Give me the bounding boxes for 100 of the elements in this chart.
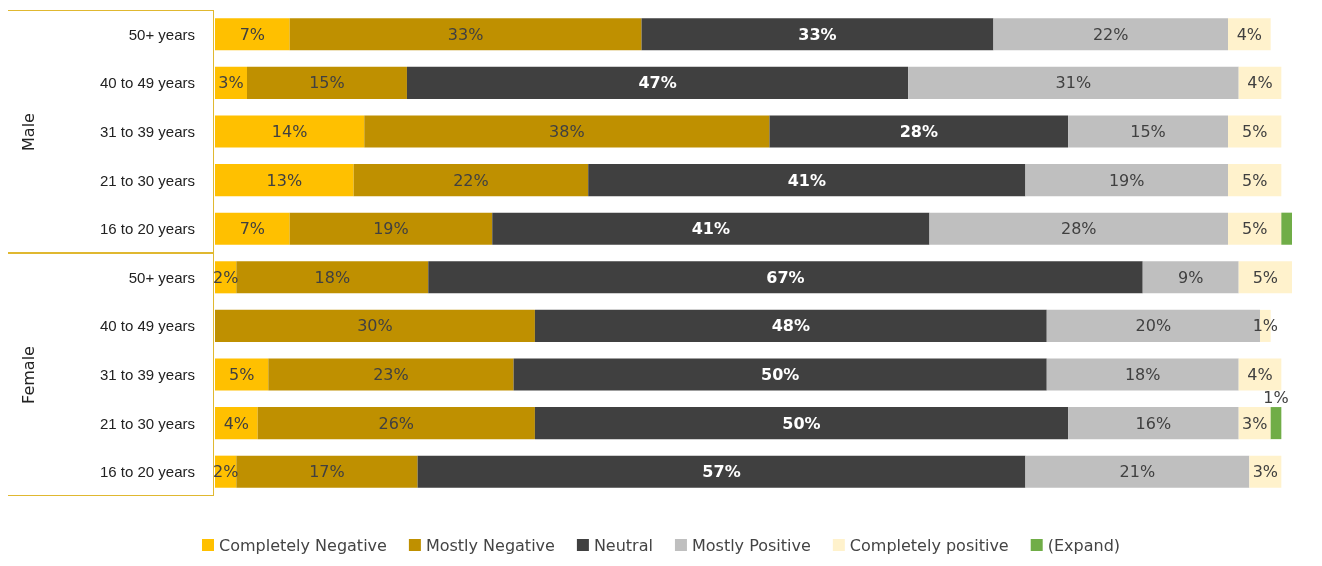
y-tick-label: 50+ years	[128, 268, 195, 286]
bar	[353, 164, 589, 197]
data-label: 16%	[1135, 413, 1172, 433]
text: Female	[18, 345, 38, 404]
data-label: 22%	[453, 170, 489, 190]
bar	[1228, 164, 1282, 197]
data-label: 5%	[1241, 219, 1268, 239]
data-label: 20%	[1135, 316, 1172, 336]
data-label: 48%	[771, 316, 810, 336]
data-label: 18%	[1124, 365, 1161, 384]
data-label: 13%	[266, 170, 303, 190]
bar	[236, 261, 429, 294]
legend-label: Mostly Negative	[425, 535, 555, 555]
y-tick-label: 31 to 39 years	[99, 123, 195, 140]
data-label: 38%	[549, 122, 585, 141]
data-label: 21%	[1119, 462, 1156, 482]
data-label: 4%	[1247, 73, 1273, 93]
data-label: 4%	[1236, 24, 1263, 44]
data-label: 19%	[1108, 170, 1145, 190]
data-label: 41%	[691, 219, 730, 239]
bar	[215, 309, 535, 342]
data-label: 3%	[1241, 413, 1268, 433]
data-label: 67%	[766, 267, 805, 287]
bar	[406, 66, 909, 99]
data-label: 5%	[228, 365, 255, 384]
data-label: 7%	[239, 219, 266, 239]
bar	[641, 18, 994, 51]
data-label: 5%	[1252, 267, 1279, 287]
y-tick-label: 16 to 20 years	[99, 463, 195, 481]
data-label: 17%	[309, 462, 345, 482]
data-label: 1%	[1263, 387, 1289, 407]
data-label: 3%	[218, 73, 244, 93]
bar	[588, 164, 1026, 197]
bar	[993, 18, 1229, 51]
bar	[1238, 358, 1282, 391]
bar	[364, 115, 770, 148]
bar	[215, 18, 290, 51]
y-tick-label: 31 to 39 years	[99, 366, 195, 383]
data-label: 41%	[787, 170, 826, 190]
data-label: 33%	[798, 24, 837, 44]
data-label: 4%	[223, 413, 250, 433]
data-label: 33%	[447, 24, 484, 44]
data-label: 23%	[373, 365, 409, 384]
bar	[236, 455, 418, 488]
data-label: 5%	[1241, 170, 1268, 190]
text: Male	[18, 112, 38, 151]
data-label: 5%	[1241, 122, 1268, 141]
bar	[534, 309, 1047, 342]
bar	[929, 212, 1229, 245]
data-label: 3%	[1252, 462, 1279, 482]
y-tick-label: 21 to 30 years	[99, 171, 195, 189]
data-label: 14%	[271, 122, 308, 141]
bar	[1025, 455, 1250, 488]
bar	[1068, 407, 1239, 440]
bar	[246, 66, 407, 99]
bar	[534, 407, 1069, 440]
bar	[215, 358, 269, 391]
bar	[1046, 358, 1239, 391]
data-label: 15%	[309, 73, 345, 93]
y-tick-label: 21 to 30 years	[99, 414, 195, 432]
data-label: 30%	[357, 316, 393, 336]
data-label: 15%	[1130, 122, 1166, 141]
bar	[908, 66, 1239, 99]
bar	[1142, 261, 1239, 294]
data-label: 31%	[1055, 73, 1092, 93]
bar	[215, 164, 354, 197]
bar	[1238, 261, 1292, 294]
bar	[215, 212, 290, 245]
data-label: 57%	[702, 462, 741, 482]
legend-label: Completely positive	[849, 535, 1009, 555]
bar	[513, 358, 1047, 391]
data-label: 28%	[1060, 219, 1097, 239]
data-label: 28%	[899, 122, 938, 141]
data-label: 26%	[378, 413, 415, 433]
bar	[1228, 115, 1282, 148]
bar	[289, 18, 642, 51]
data-label: 19%	[373, 219, 409, 239]
data-label: 47%	[638, 73, 677, 93]
y-tick-label: 16 to 20 years	[99, 220, 195, 238]
bar	[428, 261, 1143, 294]
y-tick-label: 40 to 49 years	[99, 74, 195, 92]
data-label: 9%	[1178, 267, 1204, 287]
data-label: 4%	[1247, 365, 1273, 384]
bar	[215, 115, 365, 148]
bar	[289, 212, 493, 245]
data-label: 22%	[1092, 24, 1129, 44]
bar	[1068, 115, 1229, 148]
legend-label: Mostly Positive	[691, 535, 811, 555]
bar	[492, 212, 930, 245]
bar	[769, 115, 1069, 148]
data-label: 7%	[239, 24, 266, 44]
bar	[268, 358, 514, 391]
data-label: 50%	[782, 413, 821, 433]
bar	[257, 407, 535, 440]
bar	[1228, 212, 1282, 245]
bar	[1025, 164, 1229, 197]
data-label: 18%	[314, 267, 351, 287]
legend-label: (Expand)	[1047, 535, 1121, 555]
y-tick-label: 50+ years	[128, 25, 195, 43]
y-tick-label: 40 to 49 years	[99, 317, 195, 335]
